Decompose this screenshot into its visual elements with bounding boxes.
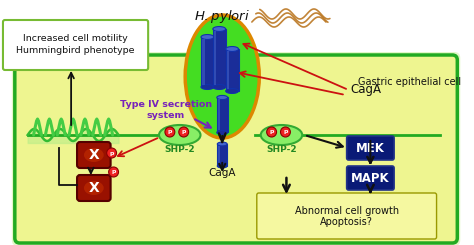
FancyBboxPatch shape (3, 20, 148, 70)
Ellipse shape (84, 148, 104, 162)
Polygon shape (213, 29, 226, 87)
Text: p: p (168, 130, 172, 135)
Text: SHP-2: SHP-2 (164, 145, 195, 154)
Ellipse shape (217, 142, 227, 146)
FancyBboxPatch shape (257, 193, 437, 239)
FancyBboxPatch shape (346, 166, 394, 190)
Ellipse shape (261, 125, 302, 145)
Text: Increased cell motility: Increased cell motility (23, 35, 128, 44)
Ellipse shape (201, 85, 214, 89)
Ellipse shape (109, 167, 118, 177)
Ellipse shape (185, 15, 259, 138)
Text: p: p (182, 130, 186, 135)
Ellipse shape (217, 95, 228, 99)
Ellipse shape (213, 26, 226, 31)
FancyBboxPatch shape (346, 136, 394, 160)
Ellipse shape (84, 181, 104, 195)
Text: Hummingbird phenotype: Hummingbird phenotype (16, 47, 135, 56)
Ellipse shape (201, 35, 214, 39)
Text: MAPK: MAPK (351, 172, 390, 184)
Polygon shape (218, 99, 220, 131)
Text: X: X (89, 181, 99, 195)
Ellipse shape (226, 47, 238, 51)
Text: p: p (283, 130, 288, 135)
Text: Abnormal cell growth: Abnormal cell growth (295, 206, 399, 216)
Polygon shape (201, 37, 214, 87)
Polygon shape (219, 146, 220, 164)
FancyBboxPatch shape (15, 55, 457, 243)
Ellipse shape (226, 88, 238, 94)
Ellipse shape (281, 127, 291, 137)
Text: $\it{H. pylori}$: $\it{H. pylori}$ (194, 8, 250, 25)
Ellipse shape (165, 127, 175, 137)
Text: Apoptosis?: Apoptosis? (320, 217, 373, 227)
Ellipse shape (217, 130, 228, 135)
Ellipse shape (179, 127, 189, 137)
Text: CagA: CagA (209, 168, 236, 178)
Polygon shape (227, 51, 229, 89)
Ellipse shape (267, 127, 276, 137)
Text: MEK: MEK (356, 142, 385, 155)
Text: p: p (109, 150, 114, 156)
FancyBboxPatch shape (77, 175, 110, 201)
Text: X: X (89, 148, 99, 162)
Text: p: p (269, 130, 274, 135)
Ellipse shape (213, 85, 226, 89)
Text: CagA: CagA (351, 84, 382, 97)
FancyBboxPatch shape (12, 52, 460, 245)
Ellipse shape (159, 125, 201, 145)
Text: SHP-2: SHP-2 (266, 145, 297, 154)
Polygon shape (217, 144, 227, 166)
Polygon shape (217, 98, 228, 133)
Polygon shape (202, 39, 205, 85)
Text: p: p (111, 170, 116, 174)
Ellipse shape (107, 148, 117, 158)
Polygon shape (214, 31, 217, 85)
Text: Gastric epithelial cell: Gastric epithelial cell (358, 77, 462, 87)
Ellipse shape (217, 164, 227, 168)
Text: Type IV secretion
system: Type IV secretion system (120, 100, 212, 120)
FancyBboxPatch shape (77, 142, 110, 168)
Polygon shape (226, 49, 238, 91)
